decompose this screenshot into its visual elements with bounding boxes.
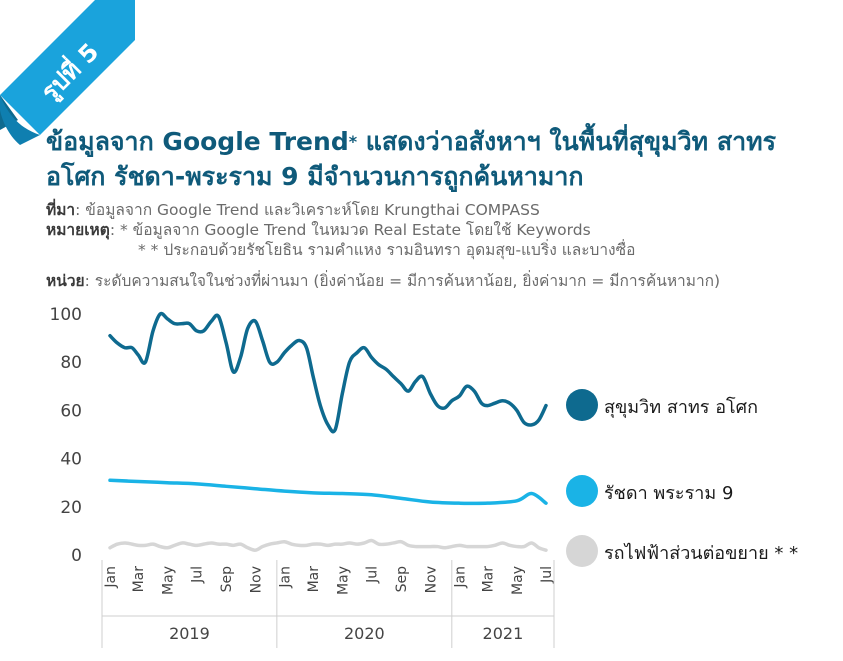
x-tick-label: Mar [306, 566, 322, 593]
year-label: 2021 [483, 624, 524, 643]
y-tick-label: 20 [60, 498, 82, 518]
chart-title: ข้อมูลจาก Google Trend* แสดงว่าอสังหาฯ ใ… [46, 124, 826, 194]
x-tick-label: Jan [277, 566, 293, 589]
x-tick-label: Jan [103, 566, 119, 589]
unit-note: หน่วย: ระดับความสนใจในช่วงที่ผ่านมา (ยิ่… [46, 272, 721, 290]
legend-marker [566, 389, 598, 421]
x-tick-label: Jan [452, 566, 468, 589]
x-tick-label: Nov [248, 566, 264, 593]
figure-badge: รูปที่ 5 [0, 0, 135, 145]
x-tick-label: May [335, 566, 351, 595]
title-line-2: อโศก รัชดา-พระราม 9 มีจำนวนการถูกค้นหามา… [46, 162, 584, 191]
x-tick-label: Mar [481, 566, 497, 593]
y-tick-label: 80 [60, 353, 82, 373]
legend-marker [566, 475, 598, 507]
legend-label: สุขุมวิท สาทร อโศก [604, 397, 759, 418]
year-label: 2020 [344, 624, 385, 643]
legend-label: รัชดา พระราม 9 [604, 483, 734, 504]
x-tick-label: Mar [131, 566, 147, 593]
legend-label: รถไฟฟ้าส่วนต่อขยาย * * [604, 543, 799, 564]
x-tick-label: Sep [219, 566, 235, 593]
y-tick-label: 100 [50, 305, 82, 325]
title-line-1: ข้อมูลจาก Google Trend* แสดงว่าอสังหาฯ ใ… [46, 127, 777, 156]
legend-marker [566, 535, 598, 567]
x-tick-label: Jul [539, 566, 555, 584]
y-tick-label: 60 [60, 401, 82, 421]
badge-ribbon [0, 0, 135, 135]
badge-fold [0, 95, 40, 145]
y-tick-label: 0 [71, 546, 82, 566]
remark-note-2: * * ประกอบด้วยรัชโยธิน รามคำแหง รามอินทร… [138, 241, 636, 259]
series-line-2 [108, 478, 548, 506]
source-note: ที่มา: ข้อมูลจาก Google Trend และวิเคราะ… [46, 201, 540, 219]
chart-notes: ที่มา: ข้อมูลจาก Google Trend และวิเคราะ… [46, 200, 635, 260]
x-tick-label: May [160, 566, 176, 595]
series-line-3 [108, 538, 548, 552]
x-tick-label: Jul [190, 566, 206, 584]
remark-note-1: หมายเหตุ: * ข้อมูลจาก Google Trend ในหมว… [46, 221, 591, 239]
series-line-1 [108, 311, 548, 434]
x-tick-label: Nov [423, 566, 439, 593]
x-tick-label: May [510, 566, 526, 595]
x-tick-label: Jul [365, 566, 381, 584]
y-tick-label: 40 [60, 450, 82, 470]
x-tick-label: Sep [394, 566, 410, 593]
year-label: 2019 [169, 624, 210, 643]
